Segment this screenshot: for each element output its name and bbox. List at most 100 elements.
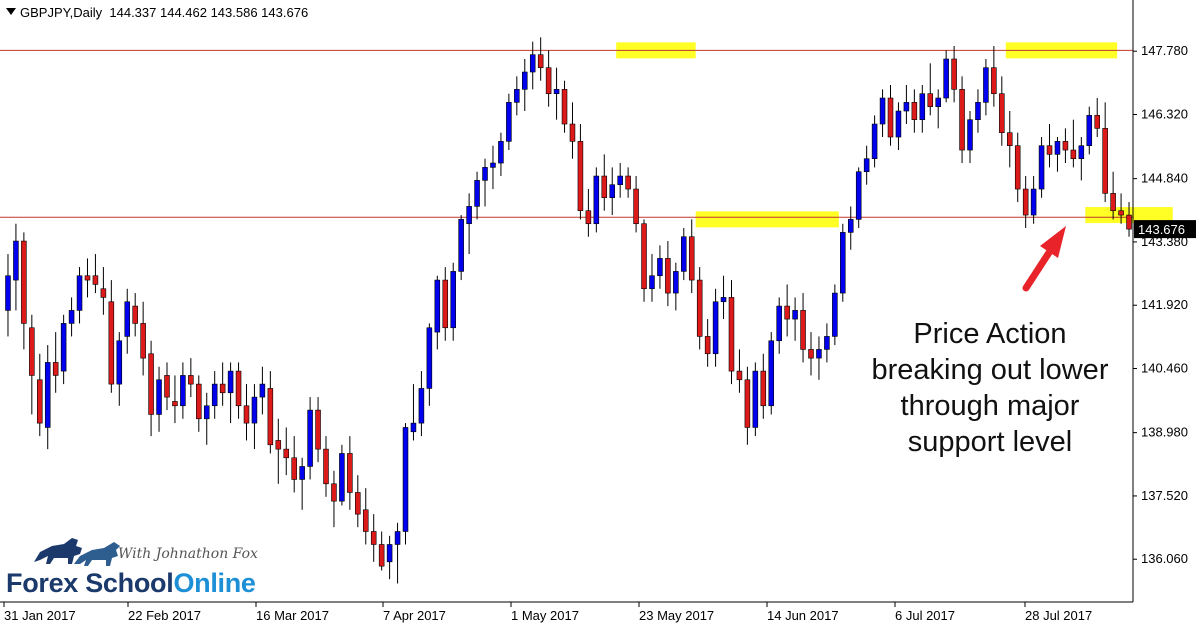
candle [378,531,385,571]
candle-body [116,340,123,385]
candle-body [736,370,743,381]
candle [1070,119,1077,168]
candle [76,267,83,324]
candle [919,85,926,133]
candle [1006,111,1013,168]
candle [704,319,711,367]
candle-body [601,175,608,199]
candle [688,219,695,294]
candle [776,297,782,354]
candle [617,163,623,198]
candle [60,314,67,385]
candle-body [967,119,973,151]
candle-body [283,448,290,459]
candle-body [991,67,997,94]
y-tick-label: 136.060 [1141,551,1188,566]
candle [569,102,576,159]
candle-body [1086,115,1093,147]
candle [235,362,242,419]
forex-school-logo: With Johnathon Fox Forex SchoolOnline [6,528,276,604]
price-tag-box [1134,220,1196,239]
annotation-line: support level [907,426,1073,458]
logo-brand: Forex SchoolOnline [6,568,256,599]
candle-body [800,310,806,350]
candle [251,384,258,450]
candle [116,332,123,406]
candle [657,245,663,289]
candle [514,76,520,116]
candle-body [776,305,782,342]
candle-body [529,54,536,73]
annotation-text: Price Action breaking out lower through … [852,316,1128,460]
candle-body [943,58,949,99]
candle [712,288,719,367]
candle-body [458,219,464,272]
candle-body [927,93,934,107]
candle-body [108,301,115,385]
candle [561,80,568,133]
candle [1102,102,1108,203]
candle [967,111,973,164]
candle-body [370,531,377,545]
candle-body [1006,132,1013,147]
candle-body [307,409,313,467]
y-tick-label: 138.980 [1141,425,1188,440]
candle-body [148,353,154,415]
candle-body [784,305,790,320]
candle-body [227,370,234,394]
candle [1110,171,1116,220]
candle [808,332,814,376]
candle [768,332,775,415]
candle [927,63,934,116]
candle [935,89,941,129]
candle [1062,128,1069,164]
candle-body [291,457,297,480]
candle [347,436,353,510]
candle-body [315,409,321,450]
candle [999,76,1005,146]
candle-body [482,167,488,181]
x-tick-label: 16 Mar 2017 [256,608,329,623]
candle-body [617,175,623,186]
candle [792,297,798,341]
candle-body [649,275,655,290]
red-arrow-icon [1022,226,1066,292]
candle [323,436,329,497]
candle-body [847,219,854,233]
candle-body [156,379,162,415]
candle [458,215,464,281]
candle [649,254,655,302]
candle [219,362,226,406]
candle-body [514,89,520,103]
x-tick-label: 23 May 2017 [639,608,714,623]
candle-body [840,232,846,294]
candle [625,167,631,198]
candle-body [728,297,735,372]
dropdown-triangle-icon[interactable] [6,8,16,15]
annotation-line: through major [900,390,1080,422]
candle [840,223,846,302]
candle-body [251,396,258,424]
candle [355,475,361,528]
x-tick-label: 28 Jul 2017 [1025,608,1092,623]
ohlc-values: 144.337 144.462 143.586 143.676 [109,5,309,20]
candle [164,362,170,411]
candle-body [434,279,441,333]
candle [243,384,250,441]
candle-body [1046,145,1053,155]
candle-body [983,67,989,103]
x-tick-label: 1 May 2017 [511,608,579,623]
current-price-tag: 143.676 [1134,220,1196,239]
candle-body [466,206,472,225]
candle [887,85,894,146]
candle-body [657,258,663,277]
x-tick-label: 14 Jun 2017 [767,608,839,623]
candle-body [490,162,496,168]
candle [188,358,194,398]
candle [832,284,838,346]
candle [681,228,687,281]
candle-body [92,275,99,285]
candle [196,375,202,432]
candle-body [720,297,727,303]
candle [299,457,305,510]
